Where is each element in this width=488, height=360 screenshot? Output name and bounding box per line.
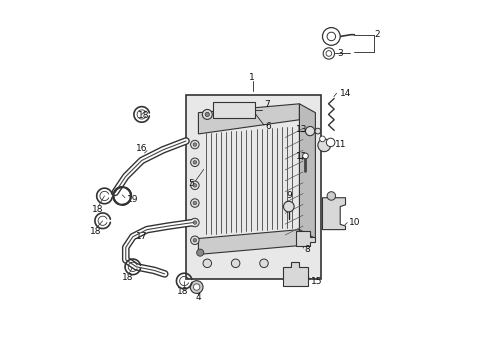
Text: 18: 18 [122, 273, 133, 282]
Circle shape [193, 161, 196, 164]
Circle shape [326, 192, 335, 200]
Circle shape [322, 28, 340, 45]
Text: 14: 14 [340, 89, 351, 98]
Circle shape [319, 136, 325, 142]
Circle shape [193, 221, 196, 224]
Circle shape [190, 158, 199, 167]
Circle shape [202, 109, 212, 120]
Circle shape [325, 138, 334, 147]
Circle shape [193, 184, 196, 187]
Text: 5: 5 [187, 179, 193, 188]
Circle shape [193, 201, 196, 205]
Text: 18: 18 [91, 204, 103, 213]
Text: 6: 6 [264, 122, 270, 131]
Circle shape [205, 112, 209, 117]
Text: 2: 2 [374, 30, 380, 39]
Text: 18: 18 [138, 111, 150, 120]
Polygon shape [295, 231, 315, 246]
Circle shape [325, 51, 331, 56]
Bar [185, 95, 320, 279]
Circle shape [193, 238, 196, 242]
Bar [212, 102, 255, 118]
Text: 9: 9 [285, 192, 291, 201]
Circle shape [203, 259, 211, 267]
Circle shape [305, 126, 314, 136]
Text: 8: 8 [304, 245, 309, 254]
Text: 10: 10 [348, 218, 360, 227]
Polygon shape [198, 230, 299, 255]
Text: 12: 12 [295, 153, 306, 162]
Circle shape [190, 218, 199, 227]
Circle shape [259, 259, 268, 267]
Text: 3: 3 [337, 49, 343, 58]
Polygon shape [283, 261, 307, 286]
Circle shape [326, 32, 335, 41]
Text: 1: 1 [248, 73, 254, 82]
Text: 13: 13 [295, 125, 307, 134]
Circle shape [302, 153, 307, 159]
Text: 7: 7 [264, 100, 269, 109]
Circle shape [190, 181, 199, 190]
Text: 11: 11 [334, 140, 346, 149]
Circle shape [283, 201, 293, 212]
Text: 18: 18 [90, 226, 101, 235]
Circle shape [323, 48, 334, 59]
Text: 4: 4 [195, 293, 201, 302]
Polygon shape [299, 104, 315, 238]
Circle shape [317, 139, 330, 152]
Circle shape [314, 128, 320, 134]
Circle shape [193, 143, 196, 146]
Circle shape [196, 249, 203, 256]
Circle shape [193, 284, 200, 290]
Text: 19: 19 [126, 195, 138, 204]
Text: 15: 15 [310, 276, 322, 285]
Text: 17: 17 [136, 232, 147, 241]
Circle shape [190, 281, 203, 293]
Circle shape [190, 199, 199, 207]
Polygon shape [198, 104, 299, 134]
Text: 16: 16 [136, 144, 147, 153]
Circle shape [190, 236, 199, 244]
Circle shape [190, 140, 199, 149]
Polygon shape [322, 198, 345, 230]
Circle shape [231, 259, 240, 267]
Text: 18: 18 [176, 287, 188, 296]
